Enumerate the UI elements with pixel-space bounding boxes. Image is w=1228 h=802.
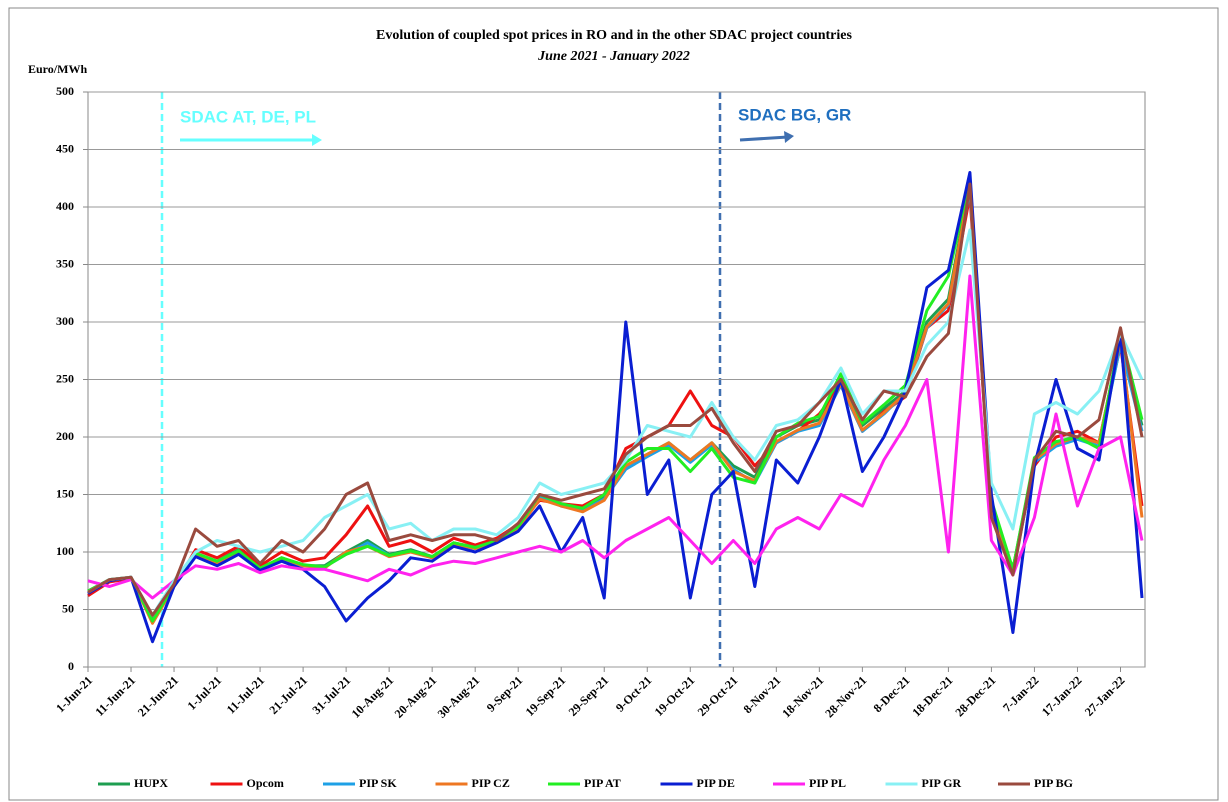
y-tick-label: 100	[56, 544, 74, 558]
chart-title: Evolution of coupled spot prices in RO a…	[376, 28, 852, 43]
annotation-arrow-head	[784, 131, 794, 143]
legend-label: PIP AT	[584, 776, 621, 790]
annotation-arrow-head	[312, 134, 322, 146]
series-line	[87, 171, 1144, 644]
y-tick-label: 150	[56, 486, 74, 500]
legend-label: PIP CZ	[472, 776, 510, 790]
y-tick-label: 200	[56, 429, 74, 443]
series-line	[87, 182, 1144, 617]
y-tick-label: 500	[56, 84, 74, 98]
y-tick-label: 300	[56, 314, 74, 328]
y-axis-label: Euro/MWh	[28, 62, 87, 76]
legend-label: PIP GR	[922, 776, 962, 790]
annotation: SDAC AT, DE, PL	[180, 107, 316, 126]
legend-label: PIP DE	[697, 776, 735, 790]
legend-label: HUPX	[134, 776, 168, 790]
annotation-arrow	[739, 135, 789, 142]
y-tick-label: 400	[56, 199, 74, 213]
series-line	[87, 274, 1144, 600]
y-tick-label: 250	[56, 371, 74, 385]
y-tick-label: 450	[56, 141, 74, 155]
legend-label: PIP PL	[809, 776, 846, 790]
y-tick-label: 0	[68, 659, 74, 673]
y-tick-label: 350	[56, 256, 74, 270]
legend-label: PIP BG	[1034, 776, 1073, 790]
legend-label: PIP SK	[359, 776, 397, 790]
annotation: SDAC BG, GR	[738, 105, 851, 124]
y-tick-label: 50	[62, 601, 74, 615]
legend-label: Opcom	[247, 776, 284, 790]
chart-subtitle: June 2021 - January 2022	[537, 49, 690, 64]
